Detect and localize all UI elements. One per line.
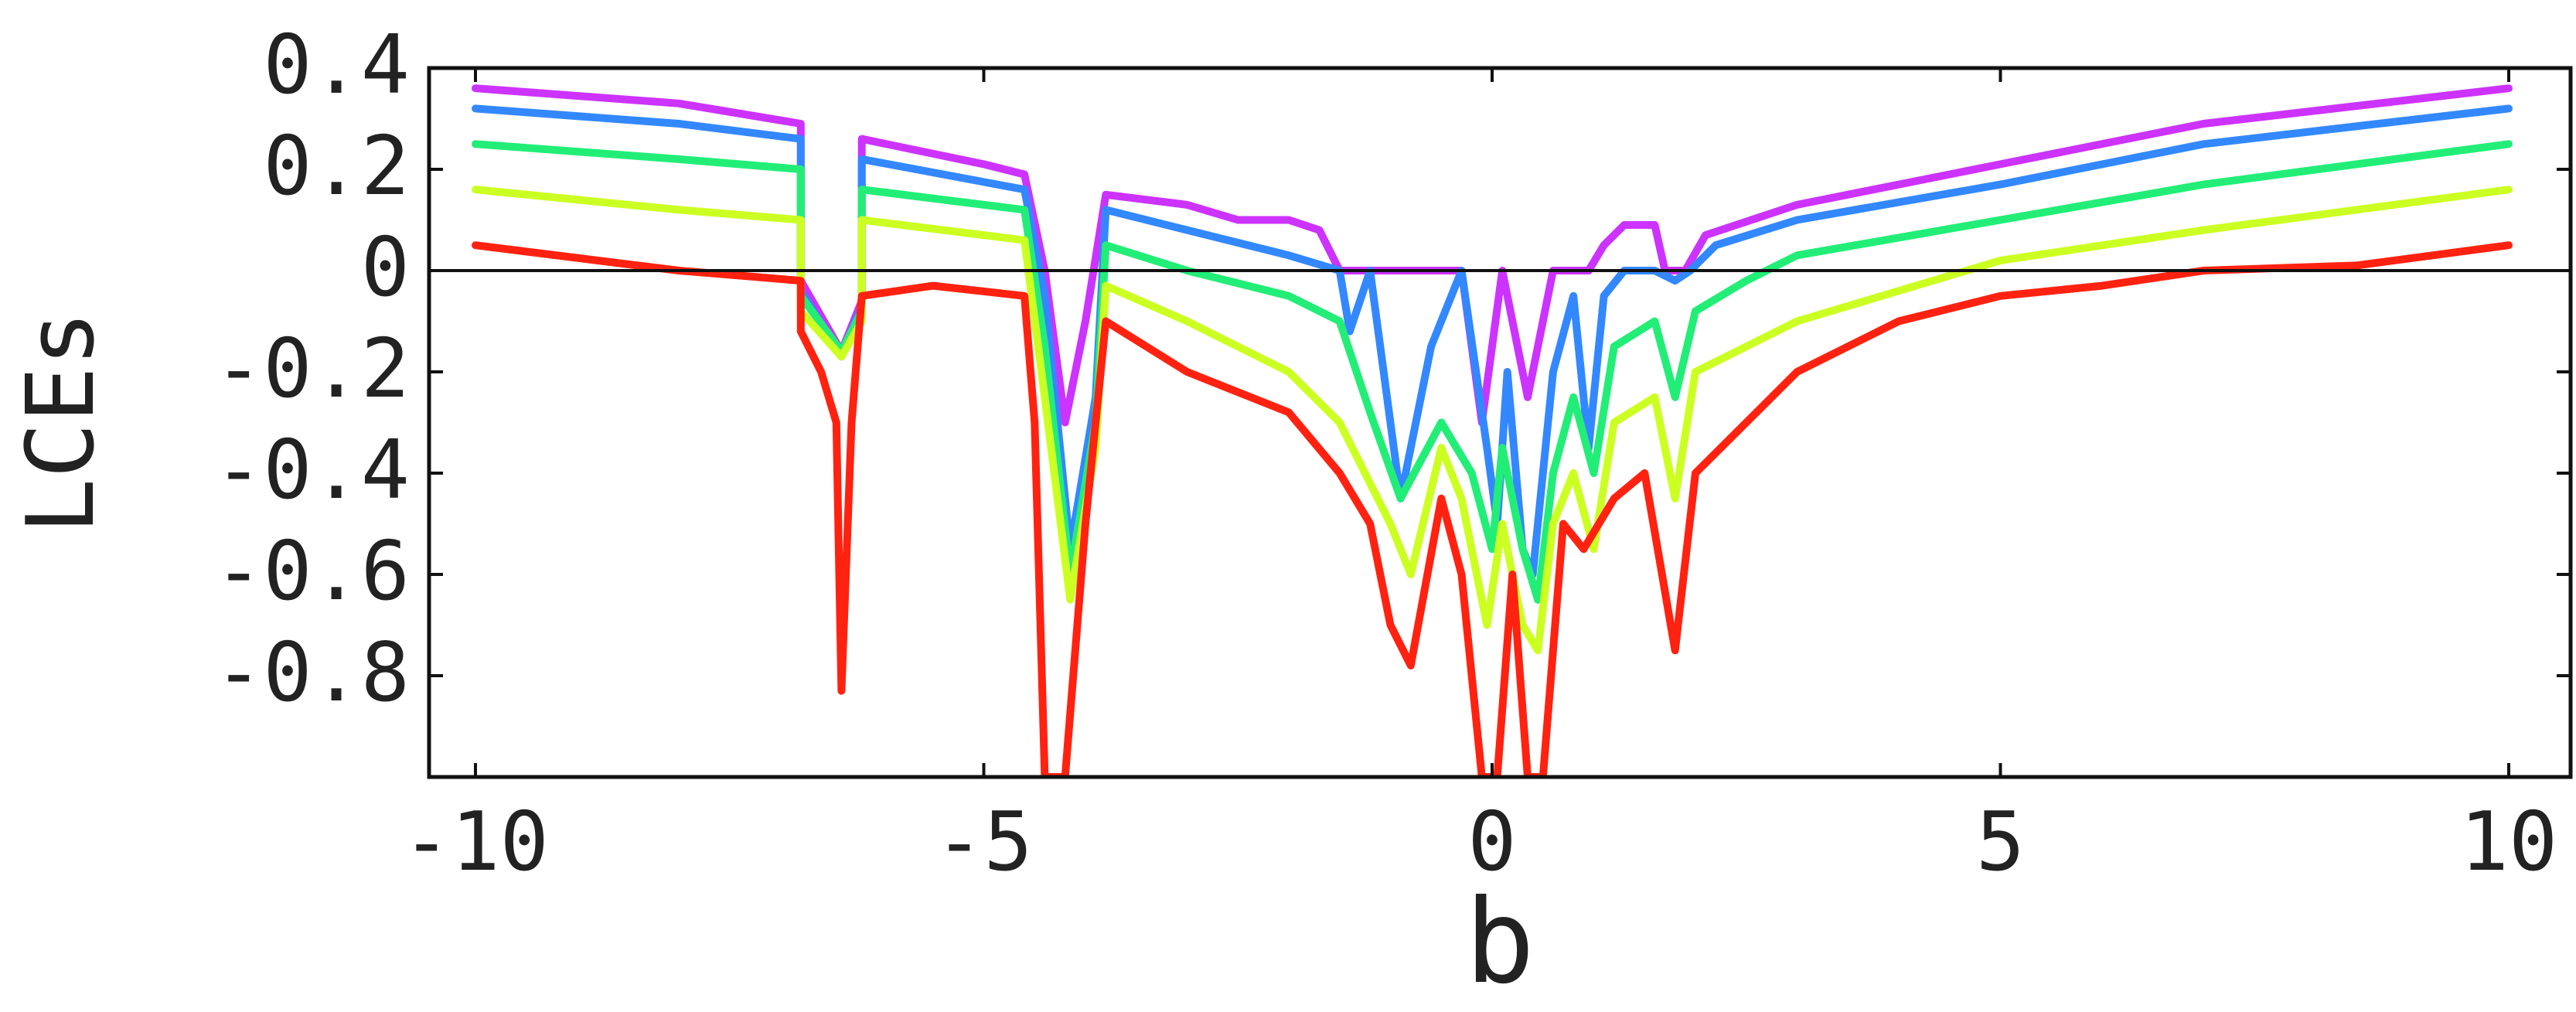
y-axis-title: LCEs bbox=[8, 311, 115, 534]
plot-frame bbox=[427, 66, 2573, 779]
y-tick-label: 0.4 bbox=[263, 18, 410, 112]
y-tick-label: -0.2 bbox=[214, 322, 410, 416]
series-layer bbox=[472, 84, 2513, 777]
y-tick-label: -0.4 bbox=[214, 423, 410, 517]
y-tick-label: 0.2 bbox=[263, 119, 410, 213]
tick-labels-layer: -10 -5 0 5 100.40.20-0.2-0.4-0.6-0.8 bbox=[214, 18, 2557, 889]
x-tick-label: -5 bbox=[935, 795, 1032, 889]
ticks-layer bbox=[429, 66, 2571, 777]
series-line-2 bbox=[472, 104, 2513, 578]
x-tick-label: 10 bbox=[2460, 795, 2557, 889]
x-axis-title: b bbox=[1465, 875, 1535, 1010]
x-tick-label: 5 bbox=[1976, 795, 2025, 889]
series-line-5 bbox=[472, 241, 2513, 777]
x-tick-label: 0 bbox=[1467, 795, 1516, 889]
y-tick-label: -0.8 bbox=[214, 625, 410, 720]
series-line-4 bbox=[472, 186, 2513, 655]
x-tick-label: -10 bbox=[402, 795, 549, 889]
y-tick-label: 0 bbox=[361, 220, 410, 315]
y-tick-label: -0.6 bbox=[214, 524, 410, 618]
